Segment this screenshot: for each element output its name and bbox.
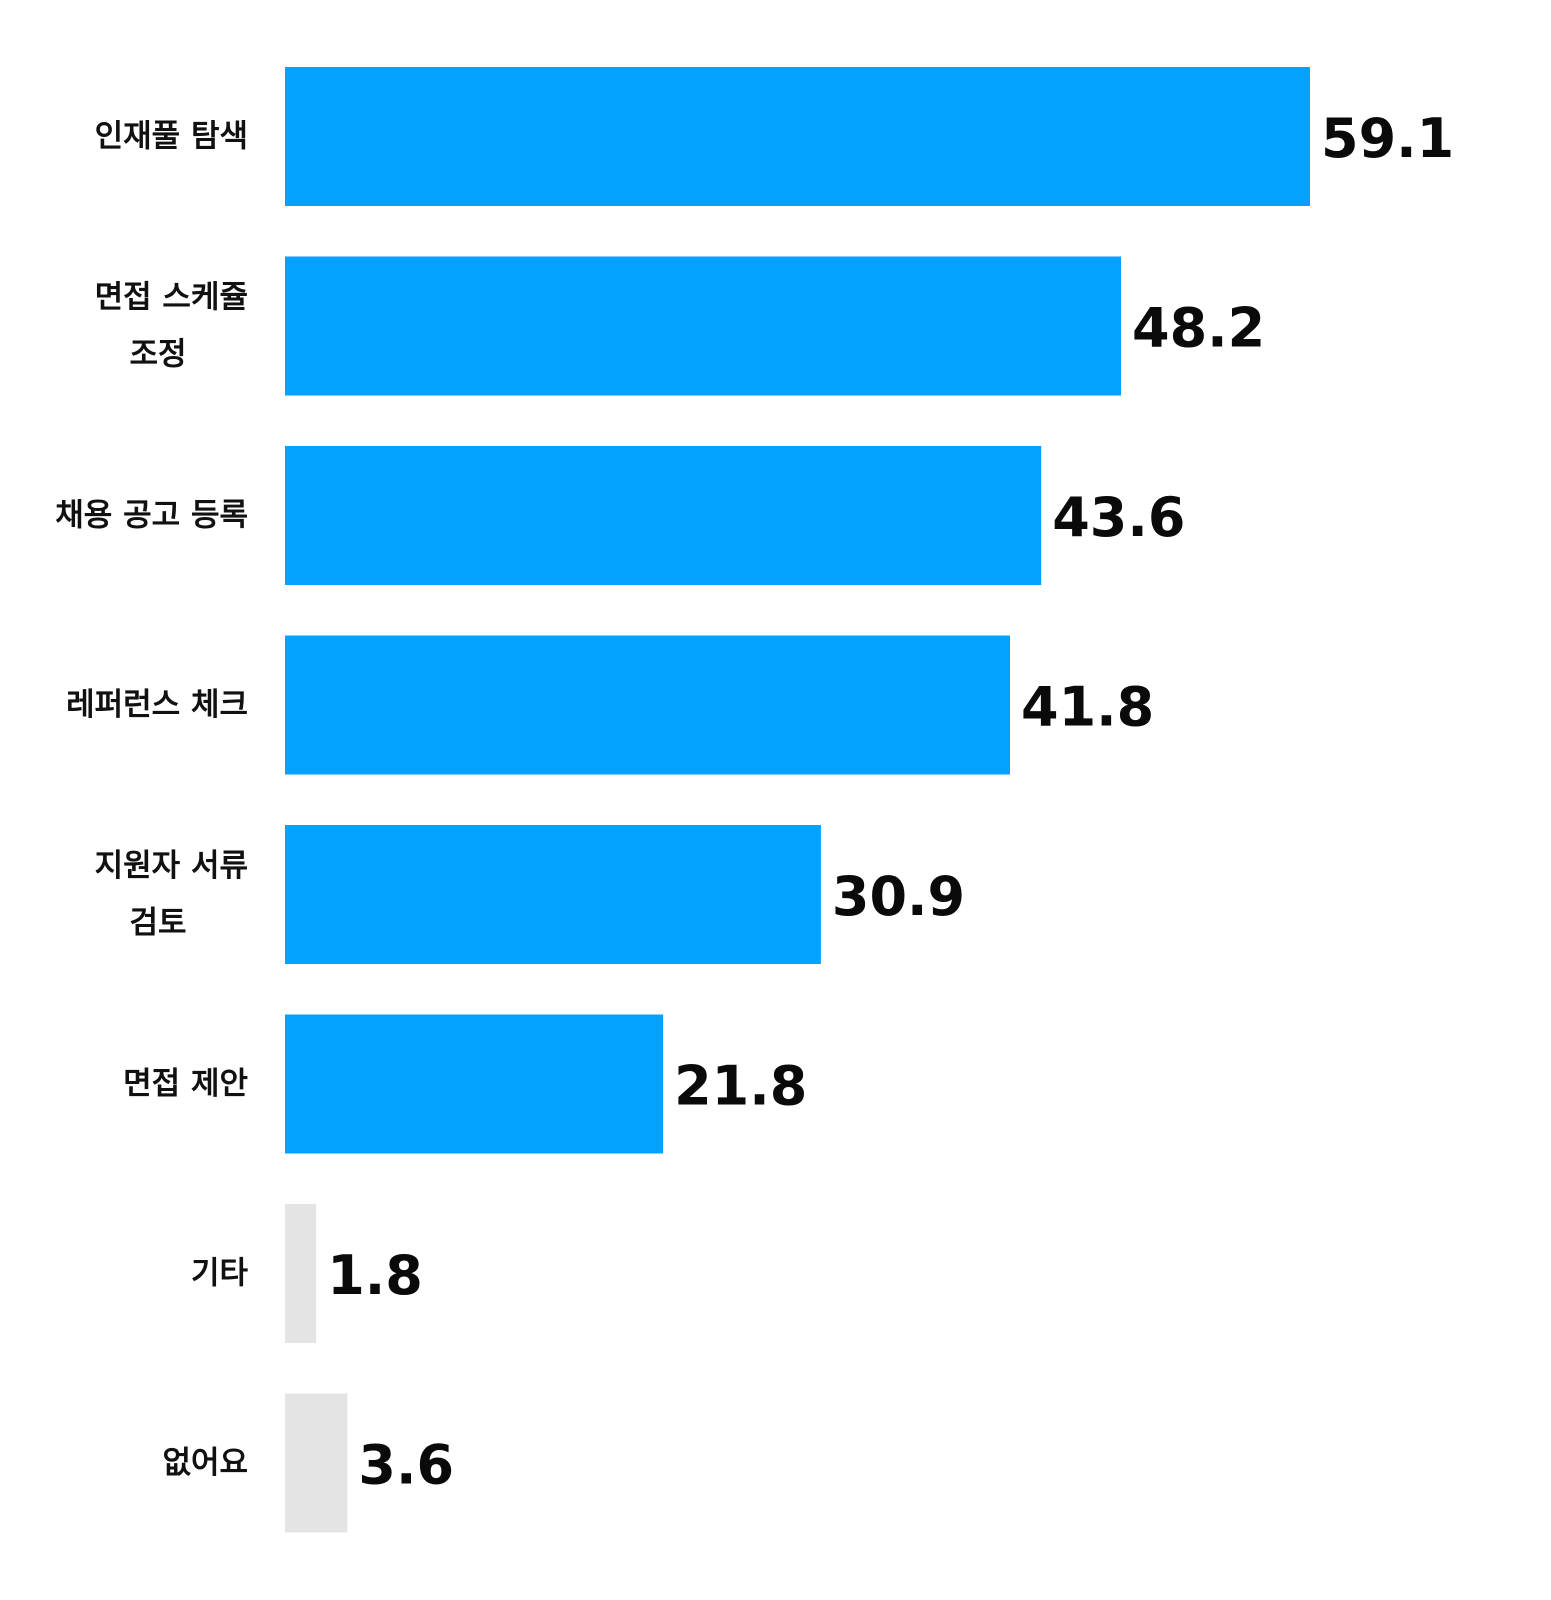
bar <box>285 1393 348 1533</box>
bar <box>285 635 1010 775</box>
value-label: 48.2 <box>1132 297 1265 360</box>
bar <box>285 1204 317 1343</box>
value-label: 1.8 <box>327 1244 423 1307</box>
bars-group <box>285 67 1310 1533</box>
bar <box>285 67 1310 206</box>
bar <box>285 446 1042 585</box>
value-labels-group: 59.1 48.2 43.6 41.8 30.9 21.8 1.8 3.6 <box>327 107 1454 1497</box>
category-label: 기타 <box>191 1256 249 1292</box>
category-label: 없어요 <box>162 1445 248 1481</box>
value-label: 41.8 <box>1021 676 1154 739</box>
bar <box>285 256 1121 396</box>
value-label: 30.9 <box>832 865 965 928</box>
value-label: 3.6 <box>358 1434 454 1497</box>
value-label: 43.6 <box>1052 486 1185 549</box>
category-label: 레퍼런스 체크 <box>66 687 248 723</box>
bar <box>285 825 821 964</box>
value-label: 59.1 <box>1321 107 1454 170</box>
bar <box>285 1014 664 1154</box>
category-label: 인재풀 탐색 <box>95 119 248 155</box>
value-label: 21.8 <box>674 1055 807 1118</box>
category-label: 지원자 서류 검토 <box>95 848 248 941</box>
category-label: 채용 공고 등록 <box>55 498 248 534</box>
category-label: 면접 제안 <box>123 1066 248 1102</box>
category-label: 면접 스케쥴 조정 <box>95 280 248 373</box>
